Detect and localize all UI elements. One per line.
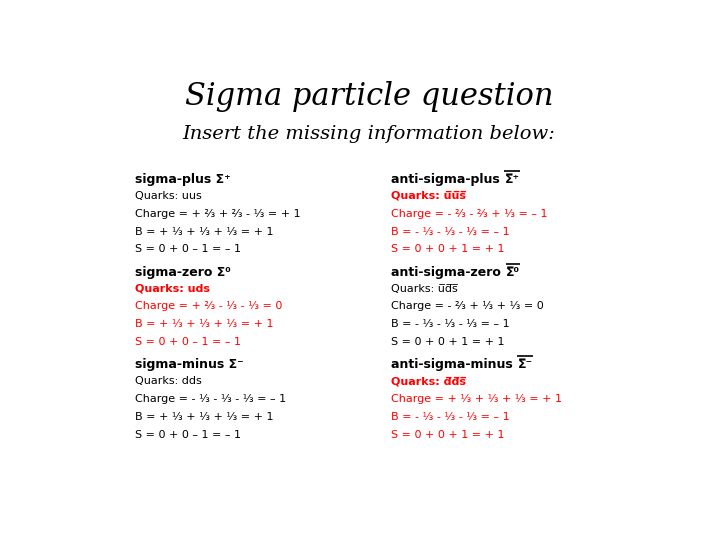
Text: S = 0 + 0 + 1 = + 1: S = 0 + 0 + 1 = + 1: [392, 430, 505, 440]
Text: Charge = - ⅔ - ⅔ + ⅓ = – 1: Charge = - ⅔ - ⅔ + ⅓ = – 1: [392, 208, 548, 219]
Text: S = 0 + 0 – 1 = – 1: S = 0 + 0 – 1 = – 1: [135, 430, 240, 440]
Text: sigma-plus Σ⁺: sigma-plus Σ⁺: [135, 173, 230, 186]
Text: B = + ⅓ + ⅓ + ⅓ = + 1: B = + ⅓ + ⅓ + ⅓ = + 1: [135, 227, 273, 237]
Text: Σ̅⁻: Σ̅⁻: [518, 359, 533, 372]
Text: anti-sigma-minus: anti-sigma-minus: [392, 359, 518, 372]
Text: S = 0 + 0 – 1 = – 1: S = 0 + 0 – 1 = – 1: [135, 337, 240, 347]
Text: B = - ⅓ - ⅓ - ⅓ = – 1: B = - ⅓ - ⅓ - ⅓ = – 1: [392, 412, 510, 422]
Text: Quarks: u̅d̅s̅: Quarks: u̅d̅s̅: [392, 284, 458, 294]
Text: Sigma particle question: Sigma particle question: [185, 82, 553, 112]
Text: sigma-zero Σ⁰: sigma-zero Σ⁰: [135, 266, 230, 279]
Text: Σ̅⁺: Σ̅⁺: [505, 173, 520, 186]
Text: Quarks: d̅d̅s̅: Quarks: d̅d̅s̅: [392, 376, 467, 386]
Text: Insert the missing information below:: Insert the missing information below:: [183, 125, 555, 143]
Text: Charge = + ⅓ + ⅓ + ⅓ = + 1: Charge = + ⅓ + ⅓ + ⅓ = + 1: [392, 394, 562, 404]
Text: B = - ⅓ - ⅓ - ⅓ = – 1: B = - ⅓ - ⅓ - ⅓ = – 1: [392, 319, 510, 329]
Text: sigma-minus Σ⁻: sigma-minus Σ⁻: [135, 359, 243, 372]
Text: Charge = + ⅔ - ⅓ - ⅓ = 0: Charge = + ⅔ - ⅓ - ⅓ = 0: [135, 301, 282, 312]
Text: Charge = - ⅔ + ⅓ + ⅓ = 0: Charge = - ⅔ + ⅓ + ⅓ = 0: [392, 301, 544, 312]
Text: Quarks: u̅u̅s̅: Quarks: u̅u̅s̅: [392, 191, 467, 201]
Text: Quarks: uds: Quarks: uds: [135, 284, 210, 294]
Text: S = 0 + 0 – 1 = – 1: S = 0 + 0 – 1 = – 1: [135, 245, 240, 254]
Text: B = - ⅓ - ⅓ - ⅓ = – 1: B = - ⅓ - ⅓ - ⅓ = – 1: [392, 227, 510, 237]
Text: S = 0 + 0 + 1 = + 1: S = 0 + 0 + 1 = + 1: [392, 245, 505, 254]
Text: B = + ⅓ + ⅓ + ⅓ = + 1: B = + ⅓ + ⅓ + ⅓ = + 1: [135, 319, 273, 329]
Text: Quarks: dds: Quarks: dds: [135, 376, 202, 386]
Text: Σ̅⁰: Σ̅⁰: [505, 266, 520, 279]
Text: Charge = - ⅓ - ⅓ - ⅓ = – 1: Charge = - ⅓ - ⅓ - ⅓ = – 1: [135, 394, 286, 404]
Text: B = + ⅓ + ⅓ + ⅓ = + 1: B = + ⅓ + ⅓ + ⅓ = + 1: [135, 412, 273, 422]
Text: Charge = + ⅔ + ⅔ - ⅓ = + 1: Charge = + ⅔ + ⅔ - ⅓ = + 1: [135, 208, 300, 219]
Text: anti-sigma-zero: anti-sigma-zero: [392, 266, 505, 279]
Text: S = 0 + 0 + 1 = + 1: S = 0 + 0 + 1 = + 1: [392, 337, 505, 347]
Text: Quarks: uus: Quarks: uus: [135, 191, 202, 201]
Text: anti-sigma-plus: anti-sigma-plus: [392, 173, 505, 186]
